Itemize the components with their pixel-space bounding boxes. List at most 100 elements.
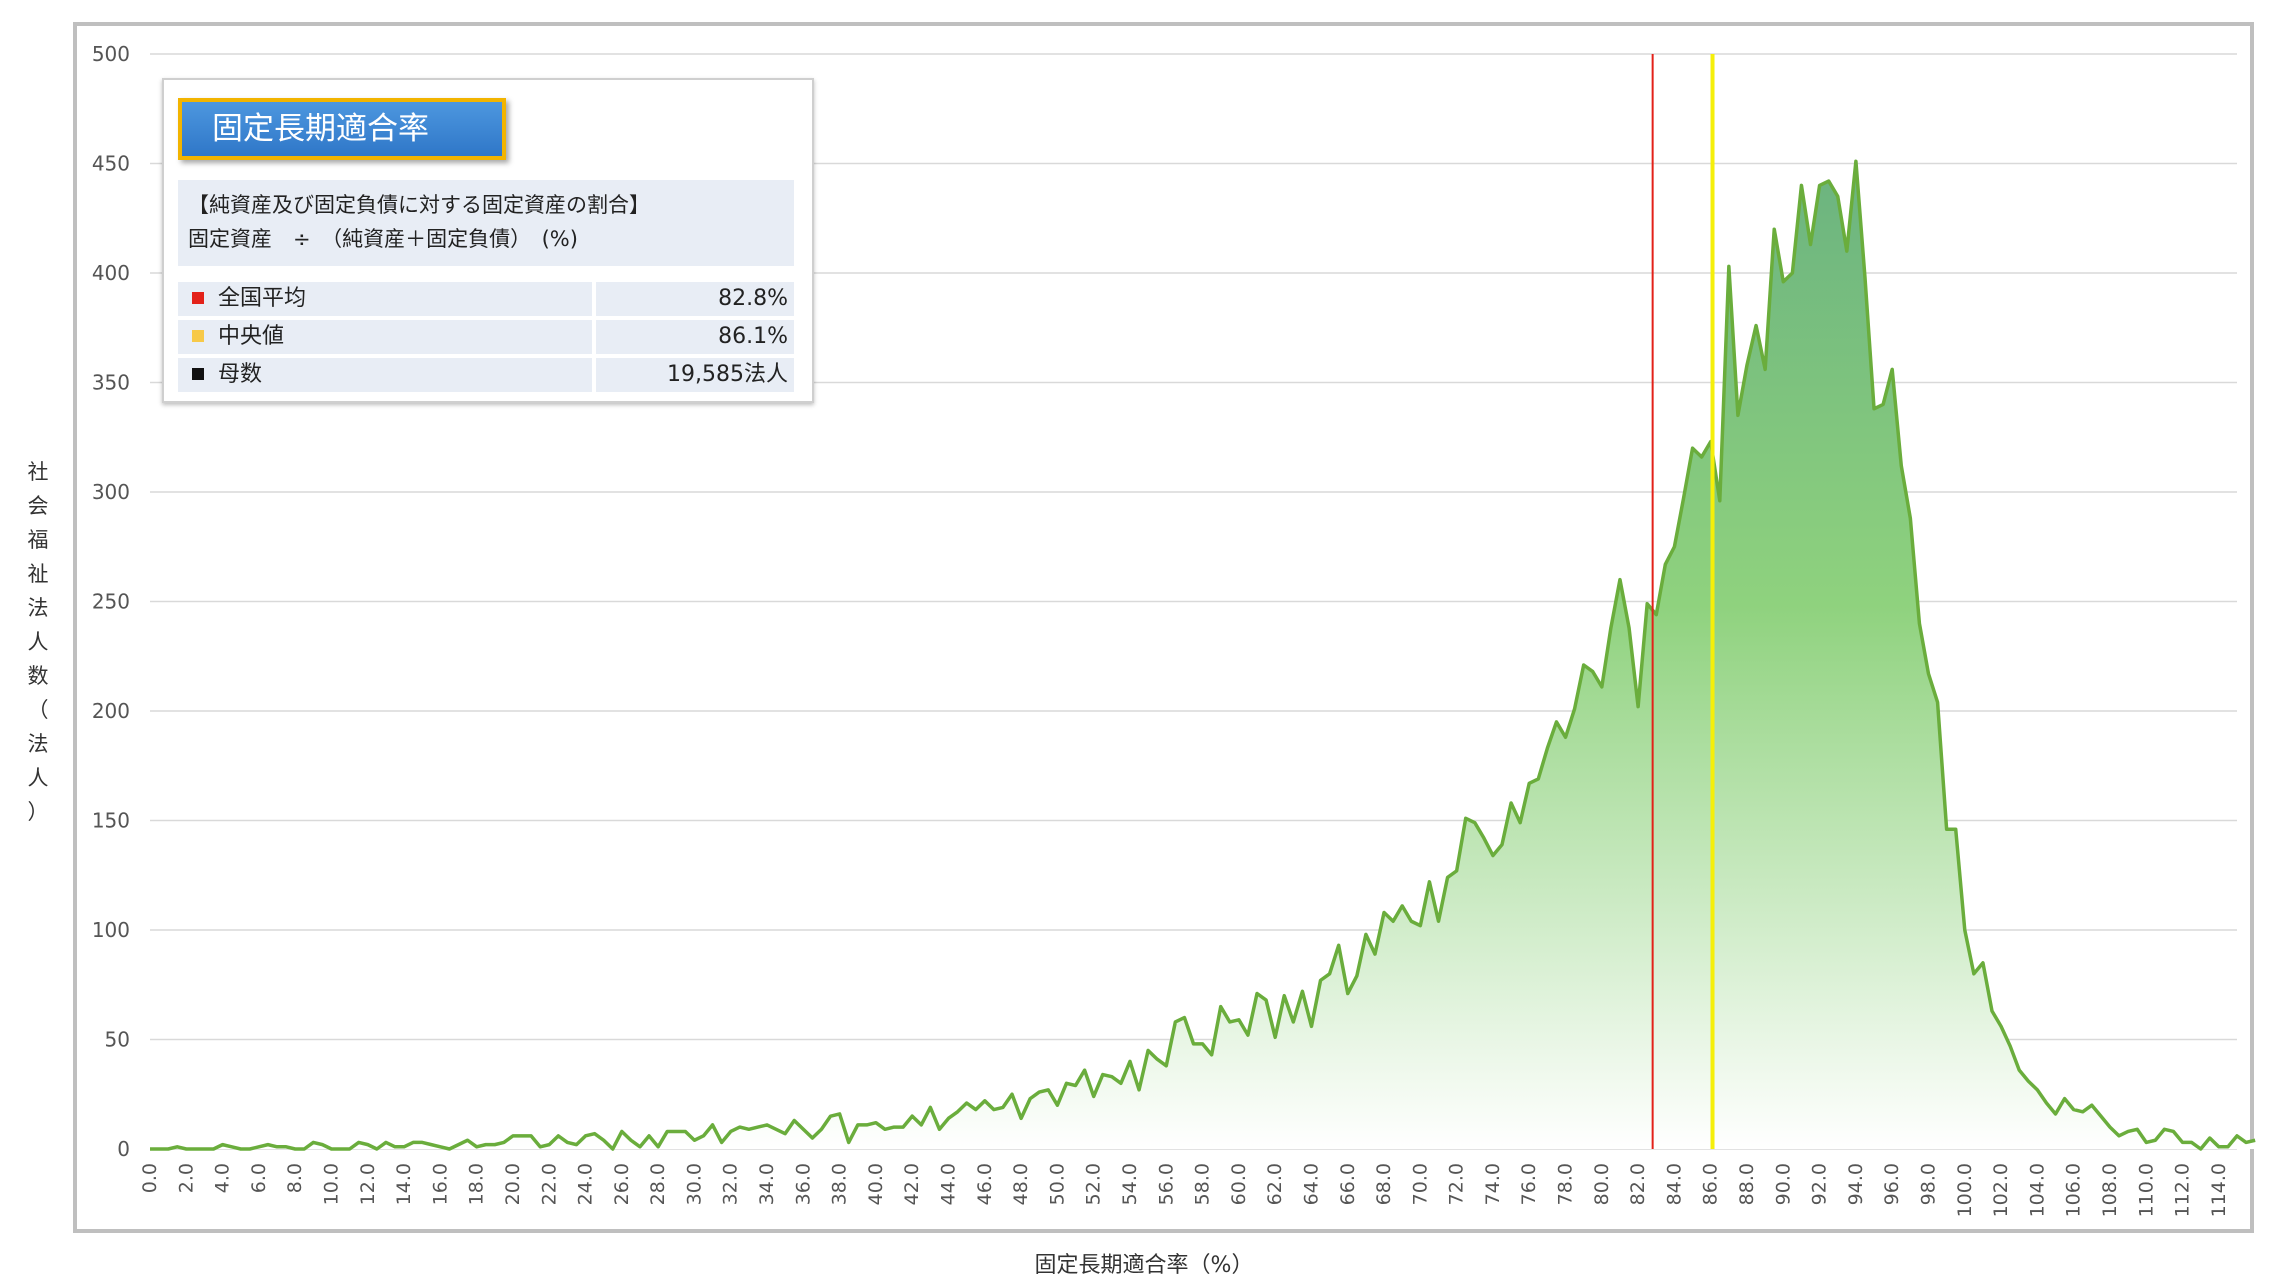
y-tick-label: 400 bbox=[92, 261, 130, 285]
x-tick-label: 88.0 bbox=[1736, 1163, 1758, 1205]
mean-marker-icon bbox=[192, 292, 204, 304]
x-tick-label: 68.0 bbox=[1373, 1163, 1395, 1205]
x-tick-label: 2.0 bbox=[175, 1163, 197, 1193]
x-tick-label: 108.0 bbox=[2099, 1163, 2121, 1217]
x-axis-ticks: 0.0 2.0 4.0 6.0 8.0 10.0 12.0 14.0 16.0 18.0 20.0 2… bbox=[139, 1163, 2230, 1217]
x-tick-label: 76.0 bbox=[1518, 1163, 1540, 1205]
y-axis-label-char: （ bbox=[27, 698, 49, 722]
legend-row-value: 86.1% bbox=[596, 320, 794, 354]
x-tick-label: 48.0 bbox=[1010, 1163, 1032, 1205]
x-tick-label: 62.0 bbox=[1264, 1163, 1286, 1205]
y-tick-label: 200 bbox=[92, 699, 130, 723]
x-tick-label: 96.0 bbox=[1881, 1163, 1903, 1205]
y-tick-label: 450 bbox=[92, 152, 130, 176]
x-tick-label: 104.0 bbox=[2026, 1163, 2048, 1217]
x-tick-label: 92.0 bbox=[1809, 1163, 1831, 1205]
y-tick-label: 250 bbox=[92, 590, 130, 614]
legend-row-label: 中央値 bbox=[218, 324, 285, 349]
x-tick-label: 58.0 bbox=[1192, 1163, 1214, 1205]
x-tick-label: 50.0 bbox=[1046, 1163, 1068, 1205]
x-tick-label: 112.0 bbox=[2172, 1163, 2194, 1217]
y-axis-label-char: ） bbox=[27, 800, 49, 824]
y-axis-label-char: 人 bbox=[27, 630, 49, 654]
x-tick-label: 14.0 bbox=[393, 1163, 415, 1205]
median-marker-icon bbox=[192, 330, 204, 342]
x-tick-label: 12.0 bbox=[357, 1163, 379, 1205]
x-tick-label: 64.0 bbox=[1300, 1163, 1322, 1205]
reference-lines bbox=[1651, 54, 1715, 1149]
x-tick-label: 10.0 bbox=[320, 1163, 342, 1205]
x-tick-label: 22.0 bbox=[538, 1163, 560, 1205]
legend-row-label: 母数 bbox=[218, 362, 263, 387]
x-tick-label: 98.0 bbox=[1917, 1163, 1939, 1205]
x-tick-label: 30.0 bbox=[683, 1163, 705, 1205]
x-tick-label: 70.0 bbox=[1409, 1163, 1431, 1205]
x-tick-label: 82.0 bbox=[1627, 1163, 1649, 1205]
y-tick-label: 100 bbox=[92, 918, 130, 942]
legend-row-value: 82.8% bbox=[596, 282, 794, 316]
x-tick-label: 66.0 bbox=[1337, 1163, 1359, 1205]
legend-row-value: 19,585法人 bbox=[596, 358, 794, 392]
y-tick-label: 350 bbox=[92, 371, 130, 395]
x-tick-label: 20.0 bbox=[502, 1163, 524, 1205]
x-tick-label: 74.0 bbox=[1482, 1163, 1504, 1205]
x-tick-label: 36.0 bbox=[792, 1163, 814, 1205]
x-tick-label: 38.0 bbox=[829, 1163, 851, 1205]
x-tick-label: 80.0 bbox=[1591, 1163, 1613, 1205]
x-tick-label: 102.0 bbox=[1990, 1163, 2012, 1217]
x-tick-label: 60.0 bbox=[1228, 1163, 1250, 1205]
y-axis-label-char: 祉 bbox=[27, 562, 49, 586]
y-axis-label-char: 福 bbox=[27, 528, 49, 552]
y-tick-label: 0 bbox=[117, 1137, 130, 1161]
x-tick-label: 106.0 bbox=[2063, 1163, 2085, 1217]
y-tick-label: 50 bbox=[105, 1028, 130, 1052]
x-tick-label: 94.0 bbox=[1845, 1163, 1867, 1205]
x-tick-label: 90.0 bbox=[1772, 1163, 1794, 1205]
y-axis-label: 社会福祉法人数（法人） bbox=[18, 455, 58, 829]
x-tick-label: 84.0 bbox=[1663, 1163, 1685, 1205]
x-tick-label: 26.0 bbox=[611, 1163, 633, 1205]
legend-row-mean: 全国平均 82.8% bbox=[178, 282, 794, 316]
distribution-line bbox=[150, 159, 2256, 1151]
legend-title: 固定長期適合率 bbox=[178, 98, 506, 160]
legend-box: 固定長期適合率 【純資産及び固定負債に対する固定資産の割合】 固定資産 ÷ （純… bbox=[162, 78, 814, 403]
legend-row-label: 全国平均 bbox=[218, 286, 307, 311]
x-tick-label: 16.0 bbox=[429, 1163, 451, 1205]
x-tick-label: 44.0 bbox=[938, 1163, 960, 1205]
x-tick-label: 24.0 bbox=[575, 1163, 597, 1205]
x-tick-label: 46.0 bbox=[974, 1163, 996, 1205]
x-tick-label: 54.0 bbox=[1119, 1163, 1141, 1205]
x-tick-label: 86.0 bbox=[1700, 1163, 1722, 1205]
y-axis-label-char: 法 bbox=[27, 732, 49, 756]
x-tick-label: 18.0 bbox=[466, 1163, 488, 1205]
y-axis-ticks: 0 50 100 150 200 250 300 350 400 450 500 bbox=[92, 42, 130, 1161]
legend-desc-line1: 【純資産及び固定負債に対する固定資産の割合】 bbox=[188, 193, 650, 217]
x-tick-label: 40.0 bbox=[865, 1163, 887, 1205]
legend-row-count: 母数 19,585法人 bbox=[178, 358, 794, 392]
x-tick-label: 110.0 bbox=[2135, 1163, 2157, 1217]
count-marker-icon bbox=[192, 368, 204, 380]
distribution-area bbox=[150, 161, 2256, 1149]
x-tick-label: 42.0 bbox=[901, 1163, 923, 1205]
y-tick-label: 150 bbox=[92, 809, 130, 833]
y-axis-label-char: 社 bbox=[27, 460, 49, 484]
legend-description: 【純資産及び固定負債に対する固定資産の割合】 固定資産 ÷ （純資産＋固定負債）… bbox=[178, 180, 794, 266]
x-tick-label: 34.0 bbox=[756, 1163, 778, 1205]
x-tick-label: 32.0 bbox=[720, 1163, 742, 1205]
x-tick-label: 72.0 bbox=[1446, 1163, 1468, 1205]
y-axis-label-char: 人 bbox=[27, 766, 49, 790]
y-axis-label-char: 法 bbox=[27, 596, 49, 620]
x-tick-label: 4.0 bbox=[212, 1163, 234, 1193]
y-tick-label: 300 bbox=[92, 480, 130, 504]
x-tick-label: 0.0 bbox=[139, 1163, 161, 1193]
y-axis-label-char: 会 bbox=[27, 494, 49, 518]
x-axis-label: 固定長期適合率（%） bbox=[1034, 1253, 1254, 1278]
y-tick-label: 500 bbox=[92, 42, 130, 66]
x-tick-label: 78.0 bbox=[1555, 1163, 1577, 1205]
x-tick-label: 56.0 bbox=[1155, 1163, 1177, 1205]
x-tick-label: 28.0 bbox=[647, 1163, 669, 1205]
y-axis-label-char: 数 bbox=[27, 664, 49, 688]
x-tick-label: 8.0 bbox=[284, 1163, 306, 1193]
x-tick-label: 6.0 bbox=[248, 1163, 270, 1193]
x-tick-label: 114.0 bbox=[2208, 1163, 2230, 1217]
